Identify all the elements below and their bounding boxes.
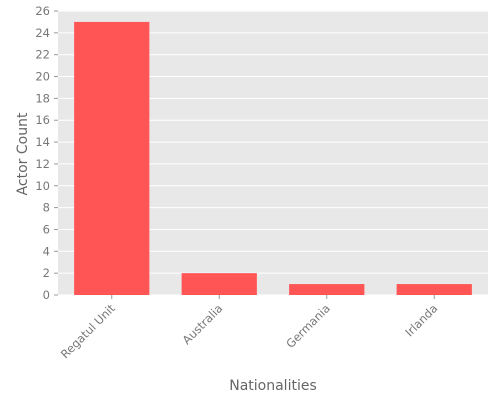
y-axis-title: Actor Count <box>15 112 31 195</box>
bars <box>74 21 472 296</box>
y-tick-label: 8 <box>43 201 50 215</box>
bar-regatul-unit <box>74 21 150 296</box>
x-tick-label: Australia <box>179 301 225 347</box>
y-tick-label: 22 <box>35 48 50 62</box>
bar-irlanda <box>396 284 472 295</box>
y-tick-label: 6 <box>43 222 50 236</box>
bar-germania <box>289 284 365 295</box>
y-tick-label: 4 <box>43 244 50 258</box>
y-tick-label: 20 <box>35 70 50 84</box>
bar-australia <box>181 273 257 295</box>
y-tick-label: 14 <box>35 135 50 149</box>
y-tick-label: 0 <box>43 288 50 302</box>
x-tick-label: Regatul Unit <box>58 301 118 361</box>
y-tick-label: 24 <box>35 26 50 40</box>
x-axis-ticks: Regatul Unit Australia Germania Irlanda <box>58 295 440 361</box>
y-tick-label: 12 <box>35 157 50 171</box>
x-tick-label: Irlanda <box>402 301 440 339</box>
y-tick-label: 2 <box>43 266 50 280</box>
y-tick-label: 18 <box>35 91 50 105</box>
y-tick-label: 10 <box>35 179 50 193</box>
y-tick-label: 26 <box>35 4 50 18</box>
x-axis-title: Nationalities <box>229 378 317 394</box>
x-tick-label: Germania <box>283 301 333 351</box>
y-tick-label: 16 <box>35 113 50 127</box>
